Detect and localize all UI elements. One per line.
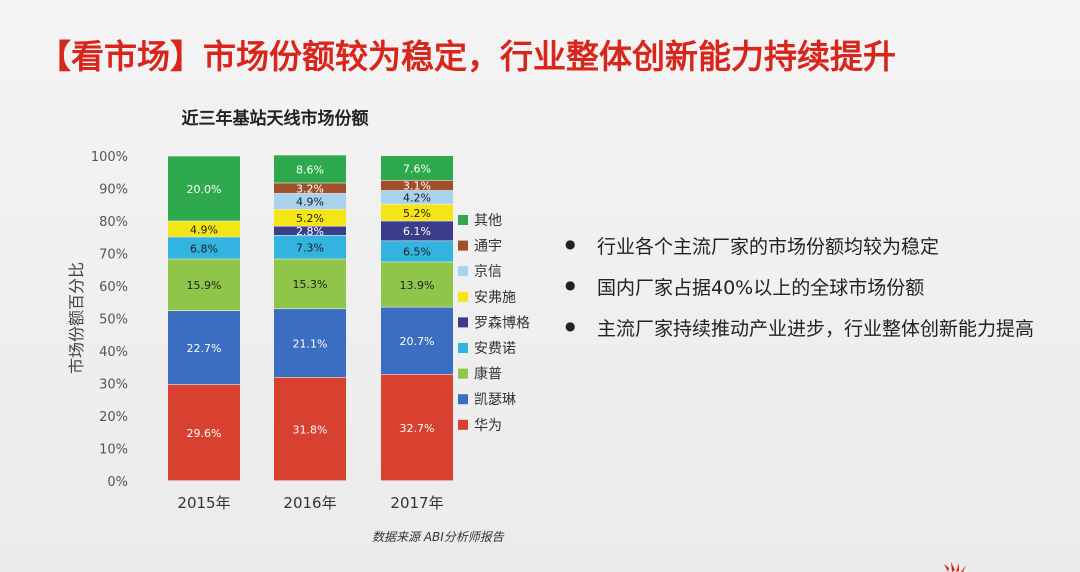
data-label: 4.9% xyxy=(190,223,218,236)
y-tick-label: 80% xyxy=(99,215,128,230)
bar-segment xyxy=(381,307,453,375)
bullet-text: 行业各个主流厂家的市场份额均较为稳定 xyxy=(597,236,940,258)
bullet-text: 国内厂家占据40%以上的全球市场份额 xyxy=(597,277,925,299)
legend-swatch xyxy=(458,317,468,328)
bar-segment xyxy=(274,226,346,236)
data-label: 3.2% xyxy=(296,183,324,196)
y-axis-label: 市场份额百分比 xyxy=(67,262,86,374)
x-tick-label: 2017年 xyxy=(390,494,443,512)
bar-segment xyxy=(381,180,453,191)
legend-swatch xyxy=(458,291,468,302)
data-label: 32.7% xyxy=(400,422,435,435)
bar-segment xyxy=(274,377,346,481)
legend-label: 通宇 xyxy=(474,239,502,255)
data-label: 7.6% xyxy=(403,162,431,175)
data-label: 29.6% xyxy=(187,427,222,440)
data-label: 15.9% xyxy=(187,279,222,292)
bar-segment xyxy=(274,183,346,194)
bar-segment xyxy=(274,193,346,210)
y-tick-label: 60% xyxy=(99,280,128,295)
bar-segment xyxy=(168,384,240,481)
bar-segment xyxy=(274,209,346,226)
legend-swatch xyxy=(458,215,468,225)
bar-segment xyxy=(274,309,346,378)
stacked-bar-chart: 0% 10% 20% 30% 40% 50% 60% 70% 80% 90% 100% 29.6% 2… xyxy=(67,150,530,512)
data-label: 2.8% xyxy=(296,225,324,238)
bar-segment xyxy=(274,155,346,183)
data-label: 5.2% xyxy=(403,207,431,220)
bar-segment xyxy=(274,259,346,309)
legend-swatch xyxy=(458,419,468,430)
bar-segment xyxy=(168,221,240,237)
slide-title: 【看市场】市场份额较为稳定，行业整体创新能力持续提升 xyxy=(38,37,896,76)
legend-label: 安弗施 xyxy=(474,290,516,306)
data-label: 22.7% xyxy=(187,342,222,355)
y-tick-label: 30% xyxy=(99,378,128,393)
bullet-dot-icon: ● xyxy=(565,319,576,333)
bullet-item: ● 国内厂家占据40%以上的全球市场份额 xyxy=(565,273,1035,304)
legend-label: 安费诺 xyxy=(474,341,516,357)
bullet-item: ● 主流厂家持续推动产业进步，行业整体创新能力提高 xyxy=(565,314,1035,345)
data-label: 6.5% xyxy=(403,246,431,259)
data-label: 20.7% xyxy=(400,335,435,348)
bar-segment xyxy=(381,374,453,481)
legend-label: 罗森博格 xyxy=(474,314,530,331)
data-label: 4.9% xyxy=(296,196,324,209)
data-label: 13.9% xyxy=(400,279,435,292)
legend-swatch xyxy=(458,343,468,353)
legend-swatch xyxy=(458,240,468,251)
bar-segment xyxy=(381,156,453,181)
bullet-dot-icon: ● xyxy=(565,237,576,251)
bar-segment xyxy=(381,221,453,241)
bullet-dot-icon: ● xyxy=(565,278,576,292)
bullet-text: 主流厂家持续推动产业进步，行业整体创新能力提高 xyxy=(597,318,1035,340)
bar-segment xyxy=(381,204,453,221)
bar-segment xyxy=(274,235,346,259)
legend-label: 京信 xyxy=(474,264,502,280)
bullet-item: ● 行业各个主流厂家的市场份额均较为稳定 xyxy=(565,232,1035,263)
x-tick-label: 2015年 xyxy=(177,494,230,512)
data-label: 4.2% xyxy=(403,192,431,205)
y-tick-label: 40% xyxy=(99,345,128,360)
bar-segment xyxy=(168,156,240,221)
data-label: 5.2% xyxy=(296,212,324,225)
y-tick-label: 100% xyxy=(91,150,128,165)
chart-title: 近三年基站天线市场份额 xyxy=(181,109,369,129)
data-label: 7.3% xyxy=(296,241,324,254)
legend-label: 华为 xyxy=(474,418,502,434)
bar-segment xyxy=(381,241,453,262)
bar-segment xyxy=(168,237,240,259)
y-tick-label: 70% xyxy=(99,248,128,263)
x-tick-label: 2016年 xyxy=(283,494,336,512)
y-tick-label: 50% xyxy=(99,313,128,328)
data-label: 8.6% xyxy=(296,163,324,176)
data-label: 20.0% xyxy=(187,183,222,196)
y-tick-label: 20% xyxy=(99,410,128,425)
bullet-list: ● 行业各个主流厂家的市场份额均较为稳定 ● 国内厂家占据40%以上的全球市场份… xyxy=(565,232,1035,355)
data-label: 31.8% xyxy=(293,423,328,436)
legend-swatch xyxy=(458,394,468,405)
bar-segment xyxy=(381,190,453,204)
y-tick-label: 10% xyxy=(99,443,128,458)
company-logo-icon xyxy=(944,562,966,572)
data-source-note: 数据来源 ABI分析师报告 xyxy=(372,530,504,544)
y-tick-label: 90% xyxy=(99,183,128,198)
legend-swatch xyxy=(458,266,468,277)
y-tick-label: 0% xyxy=(107,475,128,490)
data-label: 15.3% xyxy=(293,278,328,291)
legend-label: 凯瑟琳 xyxy=(474,392,516,408)
legend-label: 其他 xyxy=(474,213,502,229)
legend-label: 康普 xyxy=(474,366,502,383)
data-label: 3.1% xyxy=(403,180,431,193)
data-label: 6.1% xyxy=(403,225,431,238)
bar-segment xyxy=(168,311,240,385)
data-label: 6.8% xyxy=(190,242,218,255)
data-label: 21.1% xyxy=(293,337,328,350)
bar-segment xyxy=(381,262,453,307)
legend-swatch xyxy=(458,368,468,379)
bar-segment xyxy=(168,259,240,311)
